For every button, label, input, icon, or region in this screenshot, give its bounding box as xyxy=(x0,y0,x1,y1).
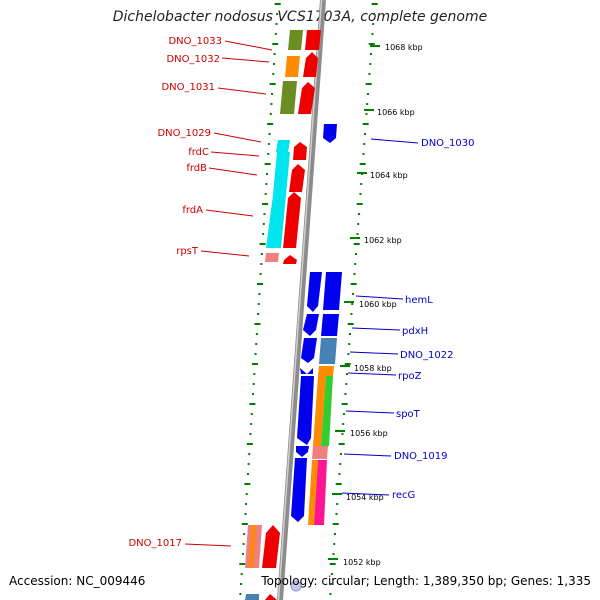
position-marker xyxy=(290,580,302,592)
gene-dno1032-block[interactable] xyxy=(285,56,300,77)
gene-label-frdb[interactable]: frdB xyxy=(186,163,207,174)
gene-bottom-blue[interactable] xyxy=(245,594,259,600)
gene-dno1019-a[interactable] xyxy=(296,446,309,457)
accession-text: Accession: NC_009446 xyxy=(9,574,146,588)
gene-rpst-arrow[interactable] xyxy=(283,255,297,264)
gene-frdb[interactable] xyxy=(273,152,290,195)
gene-label-dno1033[interactable]: DNO_1033 xyxy=(168,36,222,47)
gene-dno1017-orange[interactable] xyxy=(249,525,256,568)
kbp-label: 1056 kbp xyxy=(350,429,388,438)
gene-spot-orange[interactable] xyxy=(313,376,326,446)
gene-frda[interactable] xyxy=(266,195,286,248)
gene-dno1031-arrow[interactable] xyxy=(298,82,315,114)
map-title: Dichelobacter nodosus VCS1703A, complete… xyxy=(112,9,488,25)
kbp-label: 1054 kbp xyxy=(346,493,384,502)
gene-label-dno1022[interactable]: DNO_1022 xyxy=(400,350,454,361)
gene-dno1022-b[interactable] xyxy=(319,338,337,364)
right-gene-labels: DNO_1030 hemL pdxH DNO_1022 rpoZ spoT DN… xyxy=(341,138,475,501)
gene-dno1033-block[interactable] xyxy=(288,30,303,50)
scale-labels: 1068 kbp 1066 kbp 1064 kbp 1062 kbp 1060… xyxy=(328,43,423,567)
gene-frda-arrow[interactable] xyxy=(283,192,301,248)
genome-stats-text: Topology: circular; Length: 1,389,350 bp… xyxy=(261,574,591,588)
gene-dno1032-arrow[interactable] xyxy=(303,52,318,77)
gene-label-rpoz[interactable]: rpoZ xyxy=(398,371,422,382)
gene-spot-green[interactable] xyxy=(321,376,333,446)
gene-label-heml[interactable]: hemL xyxy=(405,295,433,306)
kbp-label: 1058 kbp xyxy=(354,364,392,373)
gene-rpoz-b[interactable] xyxy=(318,366,334,376)
kbp-label: 1066 kbp xyxy=(377,108,415,117)
gene-label-dno1031[interactable]: DNO_1031 xyxy=(161,82,215,93)
kbp-label: 1068 kbp xyxy=(385,43,423,52)
gene-label-spot[interactable]: spoT xyxy=(396,409,421,420)
left-strand-genes xyxy=(245,30,321,600)
gene-dno1019-b[interactable] xyxy=(312,446,328,459)
gene-spot-a[interactable] xyxy=(297,376,314,445)
tick-tracks xyxy=(239,3,378,595)
gene-rpoz-a[interactable] xyxy=(300,368,313,374)
gene-dno1017-arrow[interactable] xyxy=(262,525,280,568)
gene-dno1031-block[interactable] xyxy=(280,81,297,114)
genome-backbone xyxy=(277,0,326,600)
gene-dno1029[interactable] xyxy=(276,140,290,152)
gene-recg-orange[interactable] xyxy=(308,460,318,525)
gene-label-dno1029[interactable]: DNO_1029 xyxy=(157,128,211,139)
gene-label-dno1017[interactable]: DNO_1017 xyxy=(128,538,182,549)
gene-label-frdc[interactable]: frdC xyxy=(188,147,209,158)
gene-label-rpst[interactable]: rpsT xyxy=(176,246,199,257)
gene-recg-magenta[interactable] xyxy=(314,460,327,525)
gene-frdc[interactable] xyxy=(293,142,307,160)
gene-bottom-red[interactable] xyxy=(265,594,277,600)
gene-dno1022-a[interactable] xyxy=(301,338,317,363)
gene-rpst[interactable] xyxy=(265,253,279,262)
gene-label-pdxh[interactable]: pdxH xyxy=(402,326,428,337)
gene-recg-a[interactable] xyxy=(291,458,307,522)
genome-backbone-highlight xyxy=(277,0,323,600)
gene-label-frda[interactable]: frdA xyxy=(182,205,203,216)
gene-heml-a[interactable] xyxy=(307,272,322,312)
gene-dno1033-arrow[interactable] xyxy=(305,30,321,50)
gene-label-dno1030[interactable]: DNO_1030 xyxy=(421,138,475,149)
kbp-label: 1052 kbp xyxy=(343,558,381,567)
gene-pdxh-a[interactable] xyxy=(303,314,319,336)
gene-label-dno1032[interactable]: DNO_1032 xyxy=(166,54,220,65)
gene-heml-b[interactable] xyxy=(323,272,342,310)
kbp-label: 1064 kbp xyxy=(370,171,408,180)
gene-frdb-arrow[interactable] xyxy=(289,164,305,192)
gene-label-dno1019[interactable]: DNO_1019 xyxy=(394,451,448,462)
gene-label-recg[interactable]: recG xyxy=(392,490,415,501)
left-gene-labels: DNO_1033 DNO_1032 DNO_1031 DNO_1029 frdC… xyxy=(128,36,273,549)
kbp-label: 1062 kbp xyxy=(364,236,402,245)
gene-pdxh-b[interactable] xyxy=(321,314,339,336)
kbp-label: 1060 kbp xyxy=(359,300,397,309)
gene-dno1030[interactable] xyxy=(323,124,337,143)
right-strand-genes xyxy=(291,124,342,525)
